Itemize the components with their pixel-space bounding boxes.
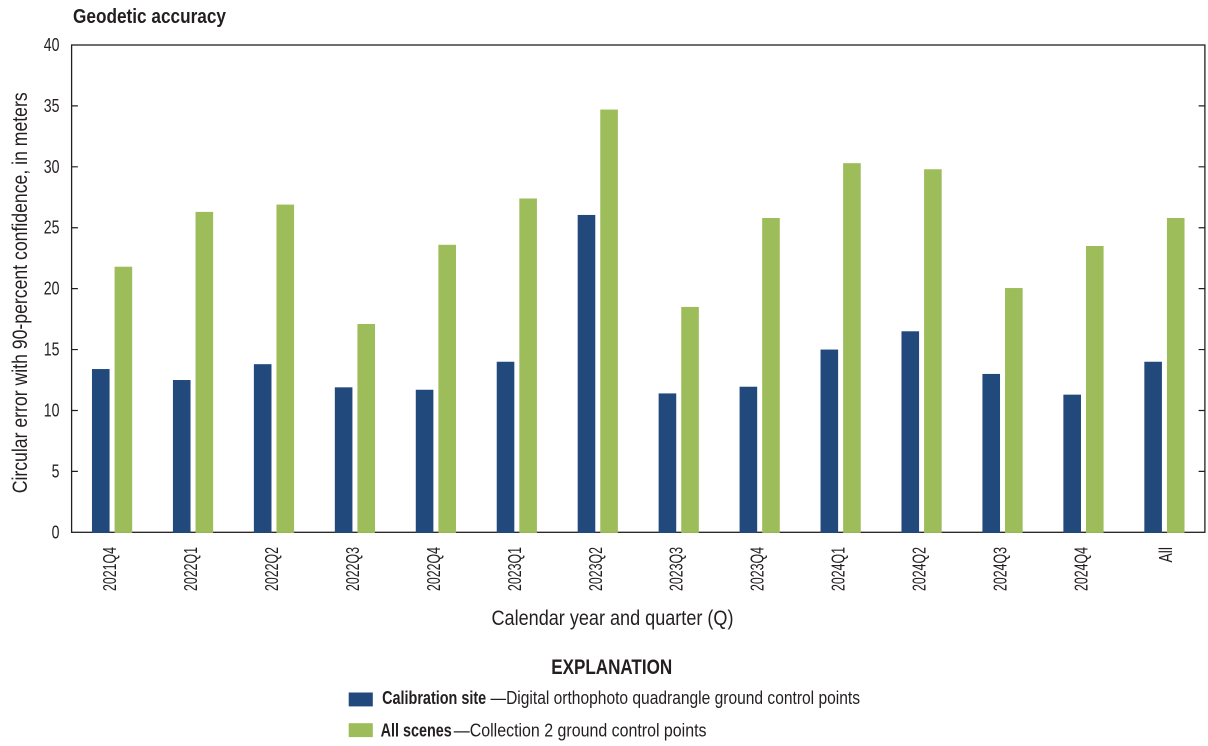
svg-text:2023Q3: 2023Q3 — [666, 547, 687, 591]
svg-text:2022Q2: 2022Q2 — [261, 547, 282, 591]
svg-text:0: 0 — [52, 521, 60, 542]
svg-text:EXPLANATION: EXPLANATION — [551, 656, 672, 679]
svg-text:2024Q2: 2024Q2 — [909, 547, 930, 591]
svg-text:40: 40 — [44, 34, 60, 55]
svg-text:20: 20 — [44, 278, 60, 299]
svg-text:Geodetic accuracy: Geodetic accuracy — [73, 6, 227, 28]
svg-text:10: 10 — [44, 399, 60, 420]
svg-text:Calendar year and quarter (Q): Calendar year and quarter (Q) — [492, 606, 734, 630]
svg-text:15: 15 — [44, 339, 60, 360]
svg-text:2022Q4: 2022Q4 — [423, 547, 444, 591]
svg-text:2022Q3: 2022Q3 — [342, 547, 363, 591]
svg-text:All: All — [1155, 547, 1176, 563]
svg-text:—Collection 2 ground control p: —Collection 2 ground control points — [454, 720, 707, 740]
svg-text:2021Q4: 2021Q4 — [99, 547, 120, 591]
svg-text:30: 30 — [44, 156, 60, 177]
svg-text:2023Q1: 2023Q1 — [504, 547, 525, 591]
svg-text:25: 25 — [44, 217, 60, 238]
svg-text:Calibration site: Calibration site — [382, 688, 486, 708]
svg-text:All scenes: All scenes — [381, 720, 452, 740]
svg-text:2023Q4: 2023Q4 — [747, 547, 768, 591]
svg-text:2024Q3: 2024Q3 — [990, 547, 1011, 591]
svg-text:5: 5 — [52, 460, 60, 481]
svg-text:—Digital orthophoto quadrangle: —Digital orthophoto quadrangle ground co… — [491, 688, 861, 708]
svg-text:35: 35 — [44, 95, 60, 116]
svg-text:2023Q2: 2023Q2 — [585, 547, 606, 591]
svg-text:2024Q4: 2024Q4 — [1070, 547, 1091, 591]
svg-text:2024Q1: 2024Q1 — [828, 547, 849, 591]
svg-text:Circular error with 90-percent: Circular error with 90-percent confidenc… — [9, 92, 32, 493]
svg-text:2022Q1: 2022Q1 — [180, 547, 201, 591]
